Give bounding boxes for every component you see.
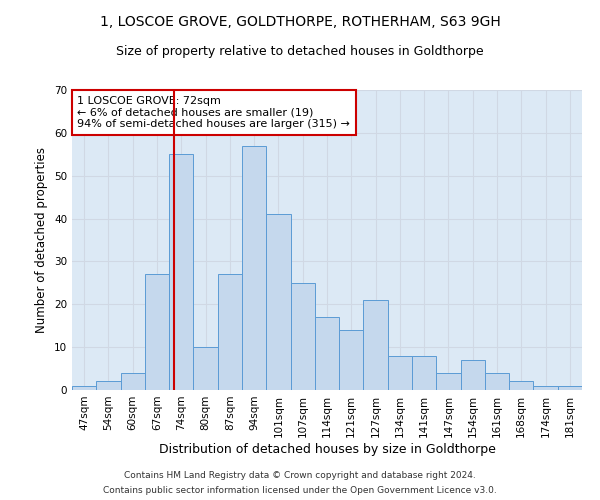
Text: Size of property relative to detached houses in Goldthorpe: Size of property relative to detached ho… xyxy=(116,45,484,58)
Bar xyxy=(169,154,193,390)
Bar xyxy=(315,317,339,390)
Bar xyxy=(193,347,218,390)
Text: 1 LOSCOE GROVE: 72sqm
← 6% of detached houses are smaller (19)
94% of semi-detac: 1 LOSCOE GROVE: 72sqm ← 6% of detached h… xyxy=(77,96,350,129)
Bar xyxy=(218,274,242,390)
X-axis label: Distribution of detached houses by size in Goldthorpe: Distribution of detached houses by size … xyxy=(158,442,496,456)
Bar xyxy=(485,373,509,390)
Bar xyxy=(388,356,412,390)
Bar xyxy=(412,356,436,390)
Bar xyxy=(533,386,558,390)
Bar xyxy=(96,382,121,390)
Bar xyxy=(145,274,169,390)
Y-axis label: Number of detached properties: Number of detached properties xyxy=(35,147,49,333)
Text: Contains public sector information licensed under the Open Government Licence v3: Contains public sector information licen… xyxy=(103,486,497,495)
Text: Contains HM Land Registry data © Crown copyright and database right 2024.: Contains HM Land Registry data © Crown c… xyxy=(124,471,476,480)
Bar xyxy=(364,300,388,390)
Bar xyxy=(121,373,145,390)
Bar xyxy=(558,386,582,390)
Bar xyxy=(436,373,461,390)
Bar xyxy=(461,360,485,390)
Bar xyxy=(266,214,290,390)
Text: 1, LOSCOE GROVE, GOLDTHORPE, ROTHERHAM, S63 9GH: 1, LOSCOE GROVE, GOLDTHORPE, ROTHERHAM, … xyxy=(100,15,500,29)
Bar xyxy=(290,283,315,390)
Bar xyxy=(339,330,364,390)
Bar xyxy=(509,382,533,390)
Bar xyxy=(72,386,96,390)
Bar xyxy=(242,146,266,390)
